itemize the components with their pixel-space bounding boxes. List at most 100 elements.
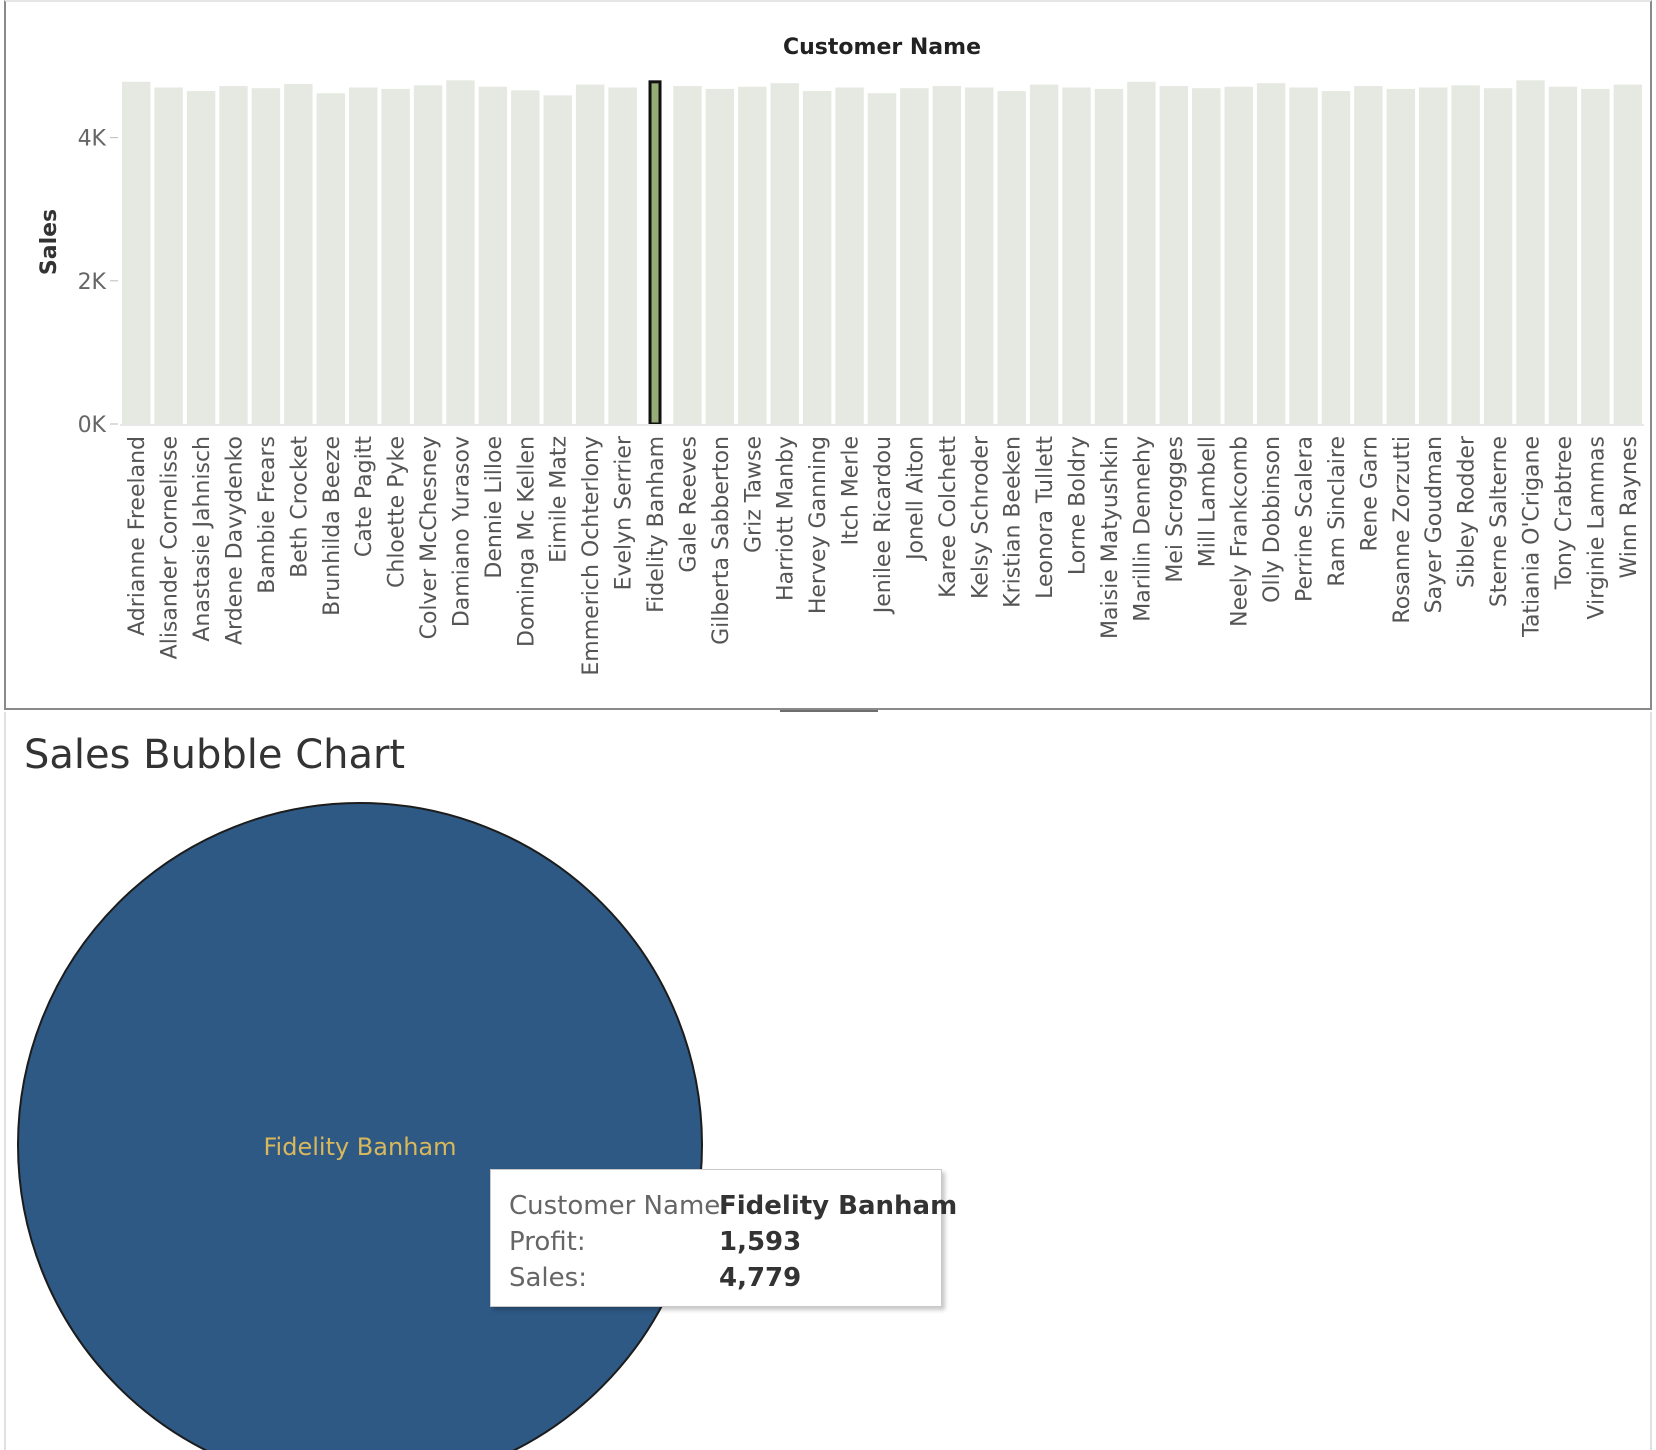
x-tick-label: Brunhilda Beeze — [320, 436, 345, 616]
x-tick-label: Olly Dobbinson — [1260, 436, 1285, 603]
bar[interactable] — [1483, 88, 1513, 425]
bar[interactable] — [186, 91, 216, 424]
tooltip-key: Sales: — [509, 1263, 587, 1293]
x-tick-label: Virginie Lammas — [1584, 436, 1609, 620]
bar[interactable] — [738, 86, 767, 424]
bar[interactable] — [1548, 86, 1578, 424]
bar[interactable] — [932, 86, 962, 424]
bar[interactable] — [543, 95, 572, 424]
x-tick-label: Mill Lambell — [1195, 436, 1220, 567]
bar[interactable] — [575, 84, 605, 424]
x-tick-label: Emmerich Ochterlony — [579, 436, 604, 676]
bar[interactable] — [673, 86, 702, 424]
bar[interactable] — [478, 86, 508, 424]
x-tick-label: Rosanne Zorzutti — [1390, 436, 1415, 624]
bar[interactable] — [997, 91, 1026, 424]
y-tick-label: 2K — [78, 270, 107, 295]
x-tick-label: Ardene Davydenko — [222, 436, 247, 645]
bar[interactable] — [154, 87, 183, 424]
bar[interactable] — [1386, 88, 1416, 425]
x-axis-tick-labels: Adrianne Freeland Alisander Cornelisse Ana… — [125, 435, 1642, 676]
bar[interactable] — [835, 87, 864, 424]
bar[interactable] — [381, 88, 410, 425]
bar[interactable] — [965, 87, 994, 424]
x-tick-label: Maisie Matyushkin — [1098, 436, 1123, 639]
bubble-chart-title: Sales Bubble Chart — [24, 732, 406, 778]
tooltip-value: 4,779 — [719, 1263, 802, 1293]
tooltip-row-profit: Profit: 1,593 — [509, 1224, 941, 1260]
customer-bubble[interactable] — [17, 802, 703, 1450]
tooltip-key: Customer Name: — [509, 1191, 730, 1221]
x-tick-label: Perrine Scalera — [1293, 436, 1318, 602]
x-tick-label: Eimile Matz — [547, 436, 572, 563]
bar[interactable] — [1029, 84, 1059, 424]
x-tick-label: Tatiania O'Crigane — [1520, 436, 1545, 638]
bar[interactable] — [284, 83, 313, 425]
x-tick-label: Alisander Cornelisse — [158, 436, 183, 659]
bar[interactable] — [446, 80, 475, 424]
x-tick-label: Cate Pagitt — [352, 436, 377, 557]
x-tick-label: Tony Crabtree — [1552, 436, 1577, 590]
bar[interactable] — [1613, 84, 1642, 424]
tooltip-row-customer: Customer Name: Fidelity Banham — [509, 1188, 957, 1224]
tooltip: Customer Name: Fidelity Banham Profit: 1… — [490, 1169, 957, 1307]
x-tick-label: Leonora Tullett — [1033, 436, 1058, 599]
bar[interactable] — [608, 87, 637, 424]
bar[interactable] — [1354, 86, 1383, 424]
tooltip-value: Fidelity Banham — [719, 1191, 958, 1221]
bar-selected[interactable] — [648, 80, 662, 426]
bar[interactable] — [219, 86, 248, 424]
bar[interactable] — [1321, 91, 1351, 424]
x-tick-label: Winn Raynes — [1617, 436, 1642, 579]
bar[interactable] — [251, 88, 281, 425]
x-tick-label: Evelyn Serrier — [612, 435, 637, 590]
x-tick-label: Neely Frankcomb — [1228, 436, 1253, 627]
bar[interactable] — [1159, 86, 1189, 424]
x-tick-label: Lorne Boldry — [1066, 436, 1091, 575]
x-tick-label: Gilberta Sabberton — [709, 436, 734, 645]
bar-chart-panel: Customer Name Sales 0K 2K 4K Adrianne Free… — [4, 0, 1652, 710]
bar[interactable] — [511, 90, 540, 425]
bar[interactable] — [1127, 81, 1156, 424]
x-tick-label: Chloette Pyke — [385, 436, 410, 588]
bar[interactable] — [1289, 87, 1318, 424]
bar[interactable] — [1581, 88, 1610, 425]
x-tick-label: Bambie Frears — [255, 436, 280, 594]
x-tick-label: Beth Crocket — [287, 436, 312, 578]
x-tick-label: Itch Merle — [839, 436, 864, 545]
y-axis-label: Sales — [37, 209, 62, 275]
bar[interactable] — [1256, 83, 1286, 425]
bar[interactable] — [413, 85, 443, 424]
chart-title: Customer Name — [783, 35, 981, 60]
bar[interactable] — [770, 83, 799, 425]
tooltip-value: 1,593 — [719, 1227, 802, 1257]
bar[interactable] — [1516, 80, 1545, 424]
x-tick-label: Anastasie Jahnisch — [190, 436, 215, 642]
x-tick-label: Damiano Yurasov — [449, 436, 474, 627]
bar[interactable] — [1224, 86, 1253, 424]
bar[interactable] — [1192, 88, 1221, 425]
bar[interactable] — [1094, 88, 1124, 425]
bar[interactable] — [348, 87, 378, 424]
x-tick-label: Dominga Mc Kellen — [514, 436, 539, 647]
tooltip-key: Profit: — [509, 1227, 586, 1257]
bar[interactable] — [122, 81, 151, 424]
bubble-chart-panel: Sales Bubble Chart Fidelity Banham Custo… — [4, 712, 1652, 1450]
bar-series[interactable] — [120, 80, 1644, 426]
bubble-label: Fidelity Banham — [264, 1133, 457, 1161]
x-tick-label: Griz Tawse — [741, 436, 766, 553]
x-tick-label: Sterne Salterne — [1487, 436, 1512, 607]
bar[interactable] — [1419, 87, 1448, 424]
bar[interactable] — [867, 93, 897, 424]
tooltip-row-sales: Sales: 4,779 — [509, 1260, 941, 1296]
x-tick-label: Jenilee Ricardou — [871, 436, 896, 615]
bar[interactable] — [900, 88, 929, 425]
bar[interactable] — [316, 93, 345, 424]
y-tick-label: 0K — [78, 413, 107, 438]
bar[interactable] — [705, 88, 735, 425]
x-tick-label: Sibley Rodder — [1455, 435, 1480, 588]
bar[interactable] — [1062, 87, 1091, 424]
x-tick-label: Fidelity Banham — [644, 436, 669, 613]
bar[interactable] — [1451, 85, 1480, 424]
bar[interactable] — [802, 91, 832, 424]
